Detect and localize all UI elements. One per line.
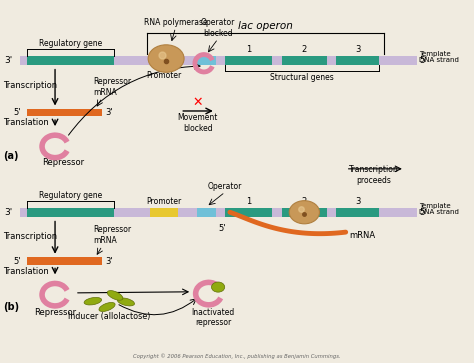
Text: Repressor
mRNA: Repressor mRNA — [93, 225, 131, 245]
Text: Operator: Operator — [208, 182, 242, 191]
Text: 1: 1 — [246, 197, 251, 206]
Text: Inactivated
repressor: Inactivated repressor — [192, 308, 235, 327]
Text: Template: Template — [419, 52, 451, 57]
Text: 3': 3' — [105, 257, 113, 266]
Text: Translation: Translation — [3, 267, 49, 276]
Text: Copyright © 2006 Pearson Education, Inc., publishing as Benjamin Cummings.: Copyright © 2006 Pearson Education, Inc.… — [133, 353, 341, 359]
Ellipse shape — [118, 298, 135, 306]
Ellipse shape — [84, 297, 101, 305]
Text: Inducer (allolactose): Inducer (allolactose) — [68, 313, 151, 321]
Text: 2: 2 — [302, 45, 307, 54]
Bar — [282, 56, 327, 65]
Text: 5': 5' — [14, 257, 21, 266]
Bar — [336, 56, 379, 65]
Text: 1: 1 — [246, 45, 251, 54]
Text: 3': 3' — [105, 108, 113, 117]
Text: RNA polymerase: RNA polymerase — [144, 18, 207, 27]
Bar — [225, 56, 273, 65]
Bar — [225, 208, 273, 217]
Bar — [27, 257, 102, 265]
Text: Transcription: Transcription — [3, 81, 57, 90]
Text: 3': 3' — [4, 56, 12, 65]
Text: 5': 5' — [219, 224, 226, 233]
Bar — [27, 208, 114, 217]
Text: Regulatory gene: Regulatory gene — [39, 39, 102, 48]
Bar — [27, 109, 102, 117]
Text: Regulatory gene: Regulatory gene — [39, 191, 102, 200]
Text: Repressor: Repressor — [34, 309, 76, 317]
Text: Repressor: Repressor — [43, 158, 85, 167]
Text: Transcription
proceeds: Transcription proceeds — [349, 165, 399, 185]
Circle shape — [148, 45, 184, 72]
Text: (a): (a) — [3, 151, 18, 162]
Bar — [19, 56, 417, 65]
Text: (b): (b) — [3, 302, 19, 312]
Text: lac operon: lac operon — [238, 21, 293, 32]
Bar — [336, 208, 379, 217]
Text: Movement
blocked: Movement blocked — [178, 113, 218, 132]
Text: Operator
blocked: Operator blocked — [201, 18, 235, 38]
Bar — [19, 208, 417, 217]
Text: Translation: Translation — [3, 118, 49, 127]
Text: 3': 3' — [4, 208, 12, 217]
Text: ✕: ✕ — [192, 96, 203, 109]
Text: Promoter: Promoter — [146, 72, 182, 80]
Bar — [282, 208, 327, 217]
Bar — [27, 56, 114, 65]
Text: mRNA: mRNA — [349, 231, 375, 240]
Ellipse shape — [99, 302, 115, 311]
Text: Structural genes: Structural genes — [270, 73, 334, 82]
Circle shape — [289, 201, 319, 224]
Bar — [150, 208, 178, 217]
Text: 3: 3 — [355, 45, 360, 54]
Bar — [197, 208, 216, 217]
Text: 3: 3 — [355, 197, 360, 206]
Text: Repressor
mRNA: Repressor mRNA — [93, 77, 131, 97]
Bar — [197, 56, 216, 65]
Text: 5': 5' — [14, 108, 21, 117]
Ellipse shape — [107, 290, 123, 300]
Text: Template: Template — [419, 203, 451, 209]
Text: 2: 2 — [302, 197, 307, 206]
Text: 5': 5' — [419, 208, 427, 217]
Text: 5': 5' — [419, 56, 427, 65]
Bar — [150, 56, 178, 65]
Text: DNA strand: DNA strand — [419, 209, 459, 215]
Text: Transcription: Transcription — [3, 232, 57, 241]
Circle shape — [211, 282, 225, 292]
Text: DNA strand: DNA strand — [419, 57, 459, 63]
Text: Promoter: Promoter — [146, 197, 182, 206]
